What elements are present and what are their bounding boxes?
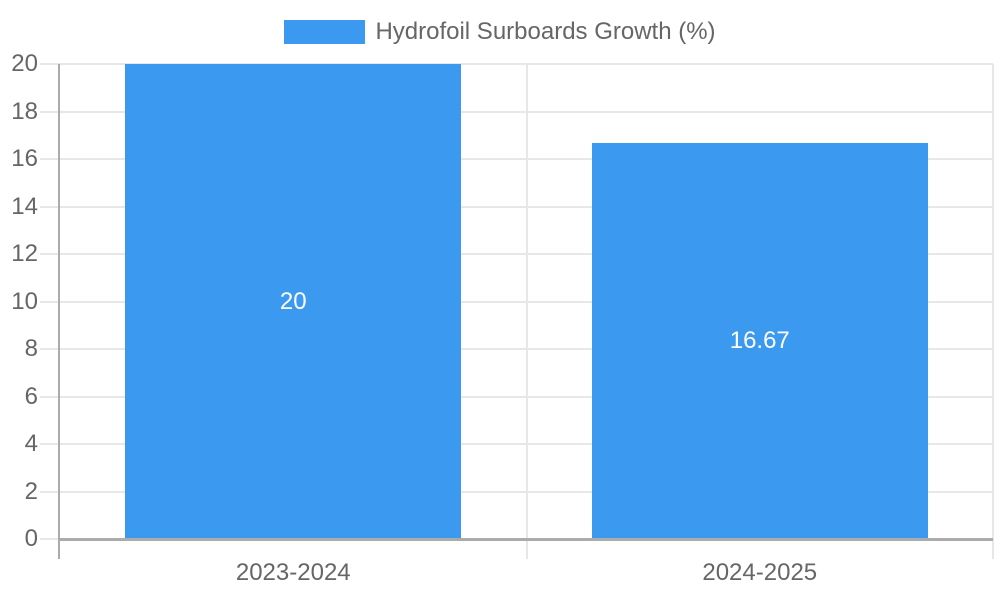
y-axis-tick-label: 16 [11, 145, 38, 172]
y-axis-tick-label: 8 [24, 335, 38, 362]
y-axis-tick-mark [40, 158, 60, 160]
legend-label: Hydrofoil Surboards Growth (%) [375, 18, 716, 45]
x-axis-tick-label: 2023-2024 [235, 559, 351, 586]
y-axis-tick-mark [40, 63, 60, 65]
legend-swatch [284, 19, 366, 44]
y-axis-tick-label: 18 [11, 97, 38, 125]
x-axis-line [58, 538, 993, 541]
y-axis-tick-mark [40, 538, 60, 540]
x-axis-tick-label: 2024-2025 [702, 559, 818, 586]
chart-legend[interactable]: Hydrofoil Surboards Growth (%) [0, 18, 1000, 45]
gridline-vertical [992, 64, 994, 559]
y-axis-tick-mark [40, 490, 60, 493]
bar-2023-2024[interactable] [125, 64, 462, 539]
y-axis-tick-mark [40, 205, 60, 208]
y-axis-tick-mark [40, 348, 60, 350]
y-axis-tick-mark [40, 443, 60, 445]
y-axis-tick-label: 4 [24, 430, 38, 457]
y-axis-tick-label: 12 [11, 240, 38, 267]
bar-2024-2025[interactable] [591, 143, 928, 539]
y-axis-tick-label: 20 [11, 50, 38, 77]
y-axis-tick-mark [40, 253, 60, 255]
bar-value-label: 16.67 [729, 327, 790, 355]
y-axis-line [58, 64, 60, 559]
bar-value-label: 20 [279, 287, 307, 315]
y-axis-tick-label: 10 [11, 287, 38, 315]
gridline-vertical [525, 64, 528, 559]
y-axis-tick-label: 2 [24, 477, 38, 505]
y-axis-tick-label: 0 [24, 525, 38, 552]
y-axis-tick-mark [40, 110, 60, 113]
y-axis-tick-label: 14 [11, 192, 38, 220]
y-axis-tick-mark [40, 395, 60, 398]
y-axis-tick-mark [40, 300, 60, 303]
y-axis-tick-label: 6 [24, 382, 38, 410]
